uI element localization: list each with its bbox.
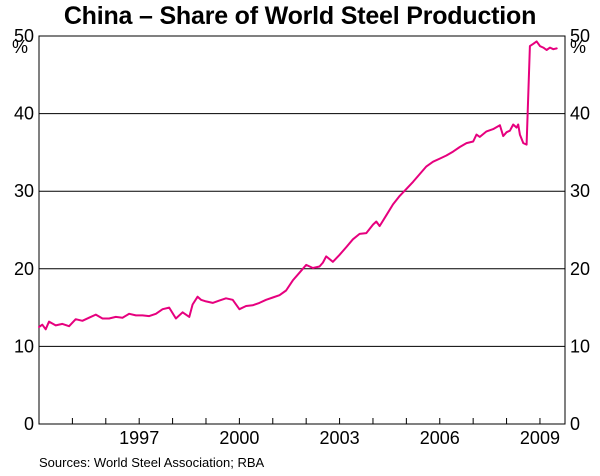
x-axis-ticks — [38, 418, 541, 424]
y-tick-label-left: 50 — [14, 26, 34, 46]
y-tick-label-left: 0 — [24, 414, 34, 434]
x-tick-label: 1997 — [119, 428, 159, 448]
y-tick-label-right: 50 — [570, 26, 590, 46]
y-axis-unit-right: % — [570, 37, 586, 57]
y-tick-label-right: 10 — [570, 336, 590, 356]
chart-title: China – Share of World Steel Production — [63, 2, 537, 30]
y-axis-unit-left: % — [12, 37, 28, 57]
series-line-china-share — [38, 40, 558, 331]
y-tick-label-left: 30 — [14, 181, 34, 201]
y-axis-labels: 0 0 10 10 20 20 30 30 40 40 50 50 — [14, 26, 590, 434]
y-tick-label-left: 10 — [14, 336, 34, 356]
y-tick-label-right: 40 — [570, 104, 590, 124]
y-tick-label-left: 20 — [14, 259, 34, 279]
grid-lines — [39, 113, 565, 347]
y-tick-label-left: 40 — [14, 104, 34, 124]
y-tick-label-right: 30 — [570, 181, 590, 201]
y-tick-label-right: 20 — [570, 259, 590, 279]
x-tick-label: 2003 — [320, 428, 360, 448]
x-axis-labels: 1997 2000 2003 2006 2009 — [119, 428, 560, 448]
x-tick-label: 2000 — [219, 428, 259, 448]
series-layer — [38, 40, 558, 331]
y-tick-label-right: 0 — [570, 414, 580, 434]
x-tick-label: 2006 — [420, 428, 460, 448]
plot-frame — [38, 35, 566, 425]
source-note: Sources: World Steel Association; RBA — [39, 455, 265, 470]
x-tick-label: 2009 — [520, 428, 560, 448]
